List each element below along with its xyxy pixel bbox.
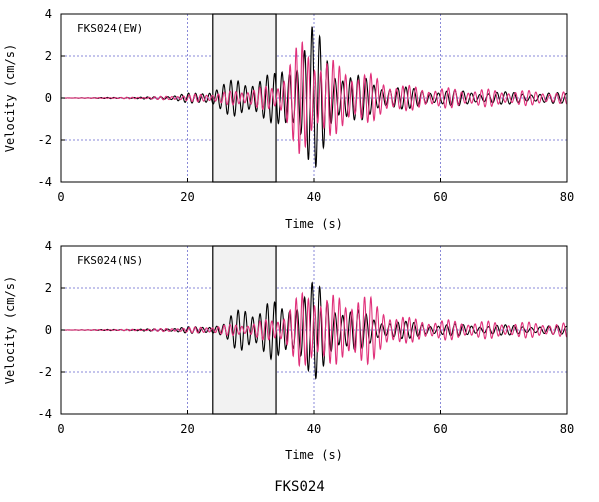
panel-title: FKS024(NS) — [77, 254, 143, 267]
panel-title: FKS024(EW) — [77, 22, 143, 35]
y-tick-label: 0 — [45, 91, 52, 105]
x-tick-label: 0 — [57, 190, 64, 204]
x-tick-label: 40 — [307, 422, 321, 436]
waveform-black-trace — [61, 281, 567, 380]
x-tick-label: 80 — [560, 422, 574, 436]
y-tick-label: -4 — [38, 175, 52, 189]
y-tick-label: 2 — [45, 281, 52, 295]
x-tick-label: 0 — [57, 422, 64, 436]
waveform-red-trace — [61, 41, 567, 154]
y-axis-title: Velocity (cm/s) — [3, 44, 17, 152]
y-tick-label: 4 — [45, 239, 52, 253]
ew-velocity-panel: 0 20 40 60 80 -4 -2 0 2 4 Time (s) Velocity (cm/s) F… — [3, 7, 574, 231]
x-axis-title: Time (s) — [285, 448, 343, 462]
x-tick-label: 60 — [433, 190, 447, 204]
x-tick-label: 80 — [560, 190, 574, 204]
y-axis-title: Velocity (cm/s) — [3, 276, 17, 384]
x-axis-title: Time (s) — [285, 217, 343, 231]
x-tick-label: 60 — [433, 422, 447, 436]
x-tick-label: 20 — [180, 190, 194, 204]
ns-velocity-panel: 0 20 40 60 80 -4 -2 0 2 4 Time (s) Velocity (cm/s) F… — [3, 239, 574, 462]
x-tick-label: 20 — [180, 422, 194, 436]
y-tick-label: 2 — [45, 49, 52, 63]
x-tick-label: 40 — [307, 190, 321, 204]
y-tick-label: -2 — [38, 365, 52, 379]
y-tick-label: -4 — [38, 407, 52, 421]
waveform-red-trace — [61, 291, 567, 368]
figure-title: FKS024 — [274, 479, 325, 495]
y-tick-label: 0 — [45, 323, 52, 337]
y-tick-label: -2 — [38, 133, 52, 147]
y-tick-label: 4 — [45, 7, 52, 21]
waveform-black-trace — [61, 26, 567, 169]
